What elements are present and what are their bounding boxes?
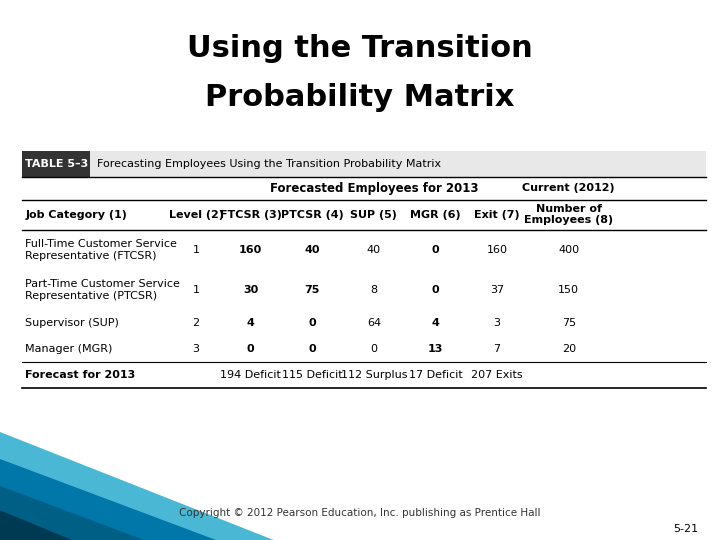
Text: 20: 20 (562, 345, 576, 354)
Text: 40: 40 (305, 245, 320, 255)
Text: 7: 7 (493, 345, 500, 354)
Text: 2: 2 (192, 319, 199, 328)
Text: Job Category (1): Job Category (1) (25, 210, 127, 220)
Text: MGR (6): MGR (6) (410, 210, 461, 220)
Text: 0: 0 (247, 345, 255, 354)
Text: Using the Transition: Using the Transition (187, 34, 533, 63)
Text: 0: 0 (431, 245, 439, 255)
Text: 160: 160 (487, 245, 508, 255)
Polygon shape (0, 510, 72, 540)
Text: 1: 1 (192, 285, 199, 295)
Polygon shape (0, 486, 144, 540)
Text: Manager (MGR): Manager (MGR) (25, 345, 112, 354)
Text: 75: 75 (305, 285, 320, 295)
Text: 160: 160 (239, 245, 262, 255)
Text: 4: 4 (247, 319, 255, 328)
Text: 0: 0 (431, 285, 439, 295)
Text: 13: 13 (428, 345, 443, 354)
Text: 37: 37 (490, 285, 504, 295)
Text: 75: 75 (562, 319, 576, 328)
Text: 5-21: 5-21 (673, 524, 698, 534)
Text: Forecast for 2013: Forecast for 2013 (25, 370, 135, 380)
Text: 115 Deficit: 115 Deficit (282, 370, 343, 380)
Text: 400: 400 (558, 245, 580, 255)
Text: FTCSR (3): FTCSR (3) (220, 210, 282, 220)
Polygon shape (0, 432, 274, 540)
Text: Forecasted Employees for 2013: Forecasted Employees for 2013 (269, 182, 478, 195)
Text: Full-Time Customer Service
Representative (FTCSR): Full-Time Customer Service Representativ… (25, 239, 177, 261)
Text: 3: 3 (493, 319, 500, 328)
Text: 150: 150 (558, 285, 580, 295)
Text: Current (2012): Current (2012) (523, 184, 615, 193)
Bar (22, 151, 90, 177)
Text: 64: 64 (366, 319, 381, 328)
Text: Probability Matrix: Probability Matrix (205, 83, 515, 112)
Text: 112 Surplus: 112 Surplus (341, 370, 407, 380)
Polygon shape (0, 459, 216, 540)
Text: 3: 3 (192, 345, 199, 354)
Text: 0: 0 (308, 345, 316, 354)
Text: Copyright © 2012 Pearson Education, Inc. publishing as Prentice Hall: Copyright © 2012 Pearson Education, Inc.… (179, 508, 541, 518)
Bar (22, 151, 706, 177)
Text: Number of
Employees (8): Number of Employees (8) (524, 204, 613, 226)
Text: 8: 8 (370, 285, 377, 295)
Text: Supervisor (SUP): Supervisor (SUP) (25, 319, 119, 328)
Text: SUP (5): SUP (5) (351, 210, 397, 220)
Text: Exit (7): Exit (7) (474, 210, 520, 220)
Text: 0: 0 (370, 345, 377, 354)
Text: 4: 4 (431, 319, 439, 328)
Text: Part-Time Customer Service
Representative (PTCSR): Part-Time Customer Service Representativ… (25, 280, 180, 301)
Text: 40: 40 (366, 245, 381, 255)
Text: 194 Deficit: 194 Deficit (220, 370, 282, 380)
Text: 30: 30 (243, 285, 258, 295)
Text: 0: 0 (308, 319, 316, 328)
Text: Level (2): Level (2) (168, 210, 223, 220)
Text: Forecasting Employees Using the Transition Probability Matrix: Forecasting Employees Using the Transiti… (97, 159, 441, 169)
Text: 207 Exits: 207 Exits (471, 370, 523, 380)
Text: PTCSR (4): PTCSR (4) (281, 210, 343, 220)
Text: TABLE 5–3: TABLE 5–3 (24, 159, 88, 169)
Text: 1: 1 (192, 245, 199, 255)
Text: 17 Deficit: 17 Deficit (408, 370, 462, 380)
